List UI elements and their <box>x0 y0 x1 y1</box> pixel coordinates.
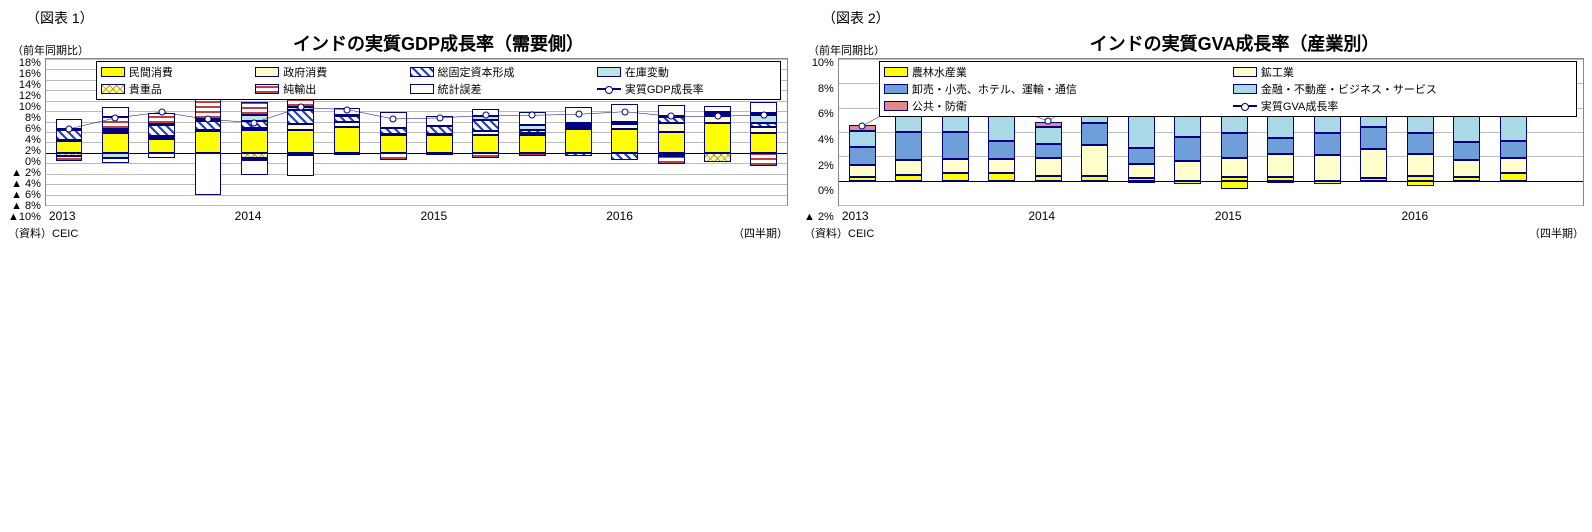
legend-label: 総固定資本形成 <box>438 64 515 80</box>
legend-item-agri: 農林水産業 <box>884 64 1223 80</box>
legend-swatch <box>410 67 434 77</box>
legend-item-gov_consumption: 政府消費 <box>255 64 399 80</box>
x-year-label: 2016 <box>602 209 788 223</box>
y-tick-label: 10% <box>804 58 834 69</box>
legend-swatch <box>884 84 908 94</box>
line-marker <box>482 112 489 119</box>
chart1-plot-area: 民間消費 政府消費 総固定資本形成 在庫変動貴重品 純輸出 統計誤差 実質GDP成長率 <box>45 58 788 206</box>
legend-item-stat_disc: 統計誤差 <box>410 81 587 97</box>
legend-swatch <box>884 101 908 111</box>
legend-item-inventory: 在庫変動 <box>597 64 776 80</box>
legend-item-gva_line: 実質GVA成長率 <box>1233 98 1572 114</box>
legend-item-valuables: 貴重品 <box>101 81 245 97</box>
x-year-label: 2015 <box>416 209 602 223</box>
chart2-x-axis: 2013201420152016 <box>838 209 1584 223</box>
legend-swatch <box>1233 67 1257 77</box>
x-year-label: 2016 <box>1397 209 1584 223</box>
line-marker <box>529 112 536 119</box>
x-year-label: 2014 <box>1024 209 1211 223</box>
line-marker <box>1045 118 1052 125</box>
legend-label: 金融・不動産・ビジネス・サービス <box>1261 81 1437 97</box>
legend-item-net_exports: 純輸出 <box>255 81 399 97</box>
legend-swatch-line <box>597 88 621 90</box>
legend-label: 統計誤差 <box>438 81 482 97</box>
chart2-y-axis: 10% 8% 6% 4% 2% 0% ▲ 2% <box>804 58 838 223</box>
x-year-label: 2013 <box>45 209 231 223</box>
legend-label: 実質GVA成長率 <box>1261 98 1338 114</box>
legend-label: 純輸出 <box>283 81 316 97</box>
line-marker <box>760 111 767 118</box>
legend-item-private_consumption: 民間消費 <box>101 64 245 80</box>
legend-item-trade_hotel: 卸売・小売、ホテル、運輸・通信 <box>884 81 1223 97</box>
legend-label: 政府消費 <box>283 64 327 80</box>
line-marker <box>297 104 304 111</box>
line-marker <box>66 125 73 132</box>
line-marker <box>436 114 443 121</box>
line-marker <box>575 111 582 118</box>
line-marker <box>112 114 119 121</box>
chart2-plot-area: 農林水産業 鉱工業卸売・小売、ホテル、運輸・通信 金融・不動産・ビジネス・サービス公… <box>838 58 1584 206</box>
y-tick-label: 0% <box>804 186 834 197</box>
legend-label: 公共・防衛 <box>912 98 967 114</box>
chart1-figure-label: （図表 1） <box>26 8 788 28</box>
legend-swatch <box>101 67 125 77</box>
legend-swatch <box>597 67 621 77</box>
line-marker <box>343 106 350 113</box>
legend-swatch <box>884 67 908 77</box>
legend-item-public: 公共・防衛 <box>884 98 1223 114</box>
chart-1-panel: （図表 1） （前年同期比） インドの実質GDP成長率（需要側） 18%16%1… <box>8 8 788 241</box>
chart2-y-caption: （前年同期比） <box>808 42 885 58</box>
chart1-x-axis: 2013201420152016 <box>45 209 788 223</box>
line-marker <box>668 113 675 120</box>
legend-swatch <box>255 84 279 94</box>
x-year-label: 2014 <box>231 209 417 223</box>
legend-label: 貴重品 <box>129 81 162 97</box>
chart2-source: （資料）CEIC <box>804 225 874 241</box>
legend-item-finance: 金融・不動産・ビジネス・サービス <box>1233 81 1572 97</box>
legend-label: 鉱工業 <box>1261 64 1294 80</box>
line-marker <box>621 108 628 115</box>
y-tick-label: 6% <box>804 109 834 120</box>
chart1-y-caption: （前年同期比） <box>12 42 89 58</box>
line-marker <box>251 119 258 126</box>
legend-swatch <box>410 84 434 94</box>
line-marker <box>714 113 721 120</box>
chart2-title: インドの実質GVA成長率（産業別） <box>885 30 1584 56</box>
chart1-legend: 民間消費 政府消費 総固定資本形成 在庫変動貴重品 純輸出 統計誤差 実質GDP成長率 <box>96 61 781 100</box>
legend-label: 在庫変動 <box>625 64 669 80</box>
legend-swatch <box>1233 84 1257 94</box>
y-tick-label: 8% <box>804 84 834 95</box>
legend-swatch <box>101 84 125 94</box>
legend-item-gfcf: 総固定資本形成 <box>410 64 587 80</box>
legend-label: 農林水産業 <box>912 64 967 80</box>
line-marker <box>390 115 397 122</box>
x-year-label: 2013 <box>838 209 1025 223</box>
legend-label: 民間消費 <box>129 64 173 80</box>
legend-swatch-line <box>1233 105 1257 107</box>
legend-label: 実質GDP成長率 <box>625 81 704 97</box>
x-year-label: 2015 <box>1211 209 1398 223</box>
grid-line <box>839 205 1583 206</box>
y-tick-label: 4% <box>804 135 834 146</box>
line-marker <box>158 109 165 116</box>
chart1-title: インドの実質GDP成長率（需要側） <box>89 30 788 56</box>
line-marker <box>205 116 212 123</box>
chart-2-panel: （図表 2） （前年同期比） インドの実質GVA成長率（産業別） 10% 8% 6%… <box>804 8 1584 241</box>
y-tick-label: ▲ 2% <box>804 212 834 223</box>
grid-line <box>46 205 787 206</box>
chart2-legend: 農林水産業 鉱工業卸売・小売、ホテル、運輸・通信 金融・不動産・ビジネス・サービス公… <box>879 61 1577 117</box>
legend-item-gdp_line: 実質GDP成長率 <box>597 81 776 97</box>
legend-swatch <box>255 67 279 77</box>
chart2-x-caption: （四半期） <box>1529 225 1584 241</box>
y-tick-label: ▲10% <box>8 212 41 223</box>
line-marker <box>859 122 866 129</box>
y-tick-label: 2% <box>804 161 834 172</box>
chart2-figure-label: （図表 2） <box>822 8 1584 28</box>
chart1-source: （資料）CEIC <box>8 225 78 241</box>
legend-item-mining: 鉱工業 <box>1233 64 1572 80</box>
legend-label: 卸売・小売、ホテル、運輸・通信 <box>912 81 1077 97</box>
chart1-y-axis: 18%16%14%12%10%8%6%4%2%0%▲ 2%▲ 4%▲ 6%▲ 8… <box>8 58 45 223</box>
chart1-x-caption: （四半期） <box>733 225 788 241</box>
